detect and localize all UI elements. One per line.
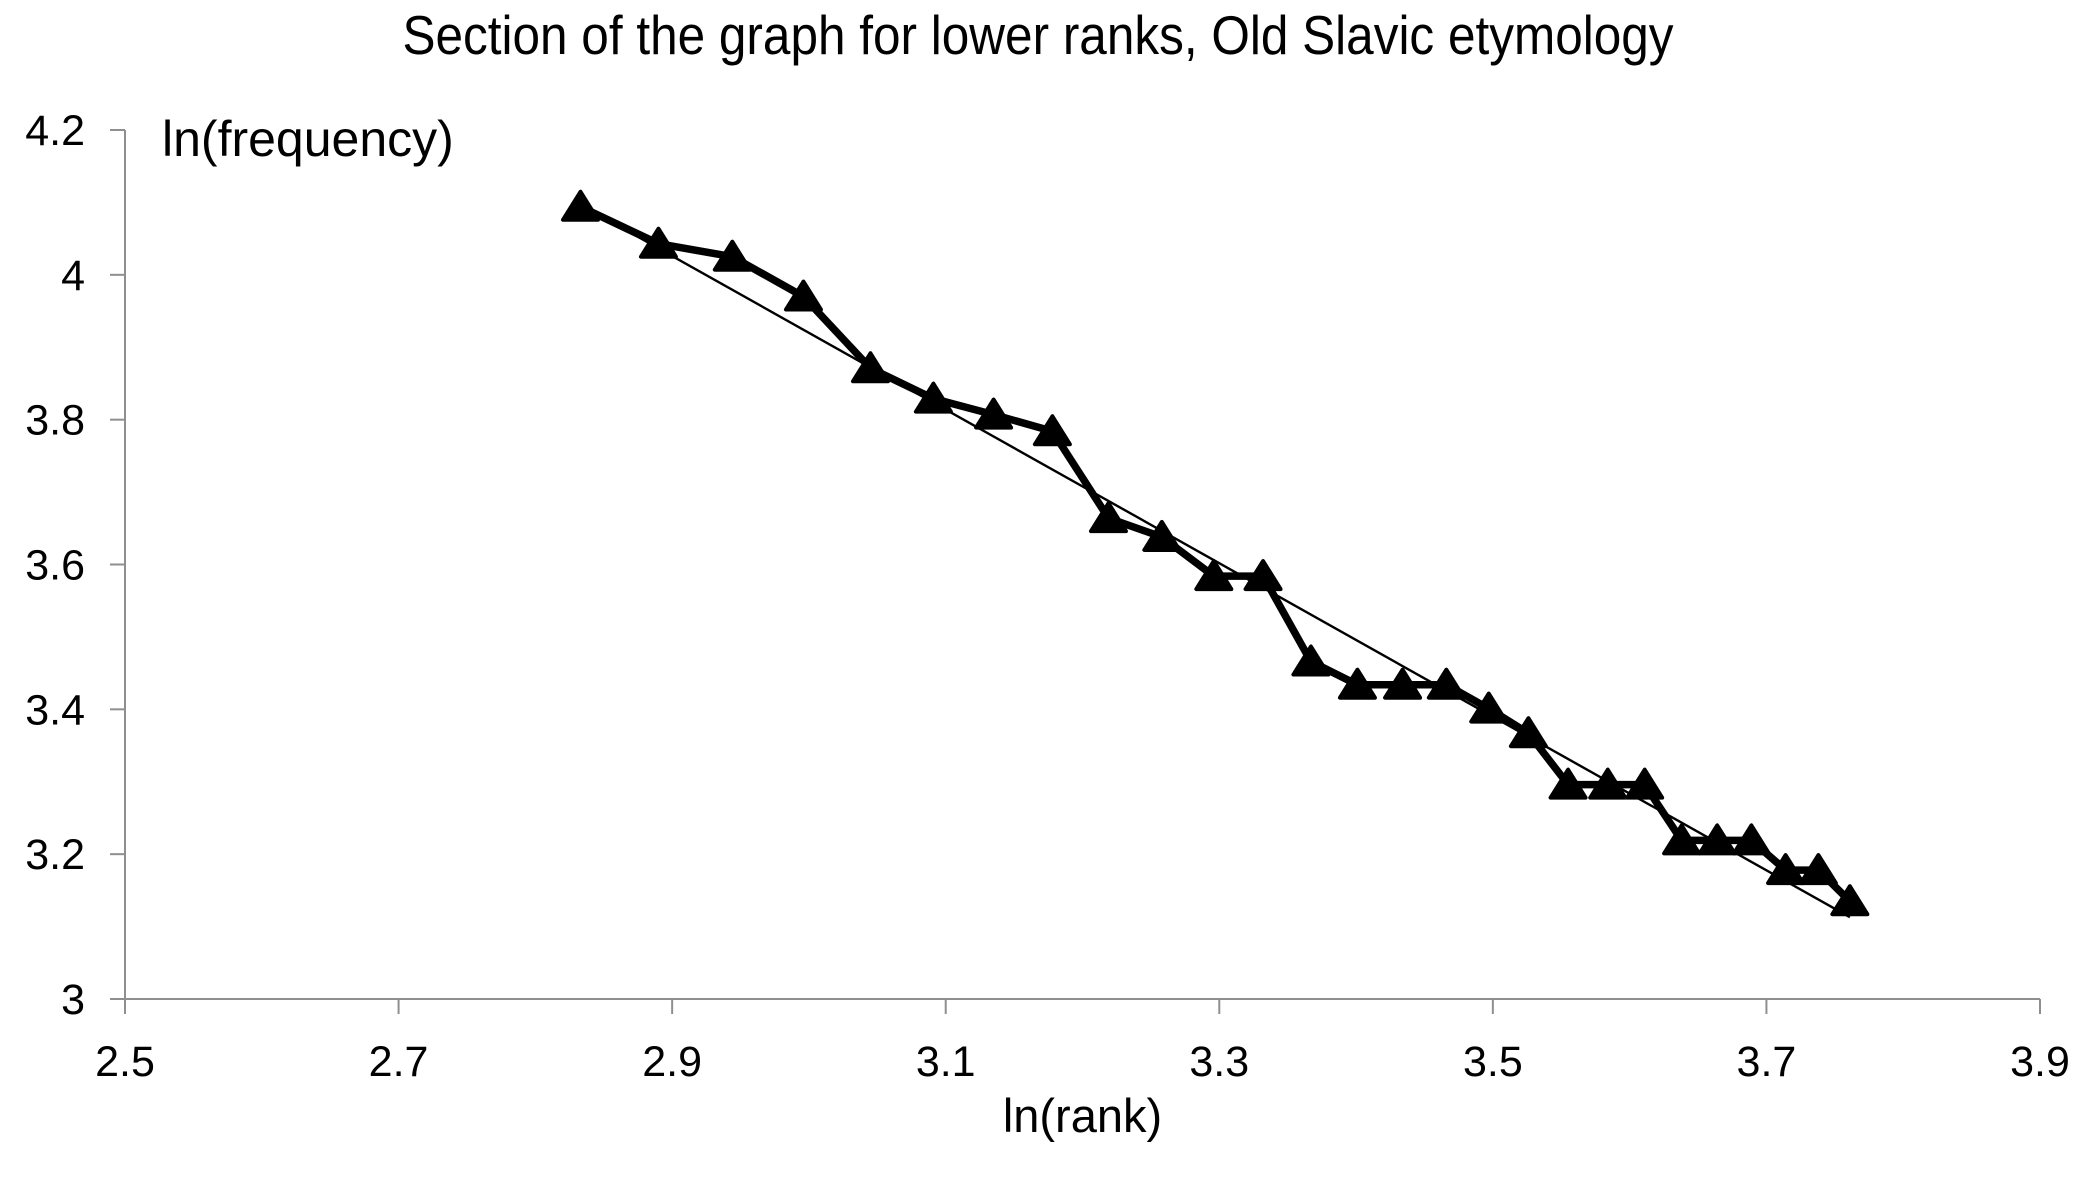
y-tick-label: 4 bbox=[61, 252, 85, 300]
data-point-marker bbox=[1088, 501, 1128, 534]
data-point-marker bbox=[850, 351, 890, 384]
data-point-marker bbox=[1798, 853, 1838, 886]
x-tick-label: 2.5 bbox=[95, 1038, 155, 1086]
data-point-marker bbox=[1142, 519, 1182, 552]
x-tick-label: 3.5 bbox=[1463, 1038, 1523, 1086]
y-tick-label: 3.8 bbox=[25, 397, 85, 445]
data-point-marker bbox=[1830, 884, 1870, 917]
y-tick-label: 4.2 bbox=[25, 107, 85, 155]
y-tick-label: 3.6 bbox=[25, 542, 85, 590]
y-tick-label: 3.4 bbox=[25, 686, 85, 734]
data-point-marker bbox=[1291, 644, 1331, 677]
data-point-marker bbox=[974, 397, 1014, 430]
data-point-marker bbox=[712, 239, 752, 272]
data-point-marker bbox=[783, 279, 823, 312]
x-tick-label: 3.9 bbox=[2010, 1038, 2070, 1086]
data-point-marker bbox=[638, 226, 678, 259]
data-point-marker bbox=[1766, 853, 1806, 886]
data-point-marker bbox=[1588, 767, 1628, 800]
data-point-marker bbox=[1469, 691, 1509, 724]
y-tick-label: 3 bbox=[61, 976, 85, 1024]
x-tick-label: 3.1 bbox=[916, 1038, 976, 1086]
data-point-marker bbox=[1337, 667, 1377, 700]
y-tick-label: 3.2 bbox=[25, 831, 85, 879]
data-point-marker bbox=[1032, 414, 1072, 447]
x-tick-label: 2.7 bbox=[369, 1038, 429, 1086]
x-tick-label: 3.3 bbox=[1189, 1038, 1249, 1086]
data-point-marker bbox=[1194, 559, 1234, 592]
data-point-marker bbox=[1731, 823, 1771, 856]
data-point-marker bbox=[1426, 667, 1466, 700]
data-point-marker bbox=[913, 381, 953, 414]
data-point-marker bbox=[1548, 767, 1588, 800]
y-axis-title: ln(frequency) bbox=[162, 111, 454, 167]
chart-title: Section of the graph for lower ranks, Ol… bbox=[402, 4, 1674, 66]
data-point-marker bbox=[1625, 767, 1665, 800]
data-point-marker bbox=[1243, 559, 1283, 592]
data-point-marker bbox=[1383, 667, 1423, 700]
x-axis-title: ln(rank) bbox=[1002, 1089, 1163, 1142]
data-point-marker bbox=[1508, 716, 1548, 749]
data-point-marker bbox=[1697, 823, 1737, 856]
data-point-marker bbox=[560, 189, 600, 222]
x-tick-label: 2.9 bbox=[642, 1038, 702, 1086]
x-tick-label: 3.7 bbox=[1737, 1038, 1797, 1086]
data-point-marker bbox=[1662, 823, 1702, 856]
